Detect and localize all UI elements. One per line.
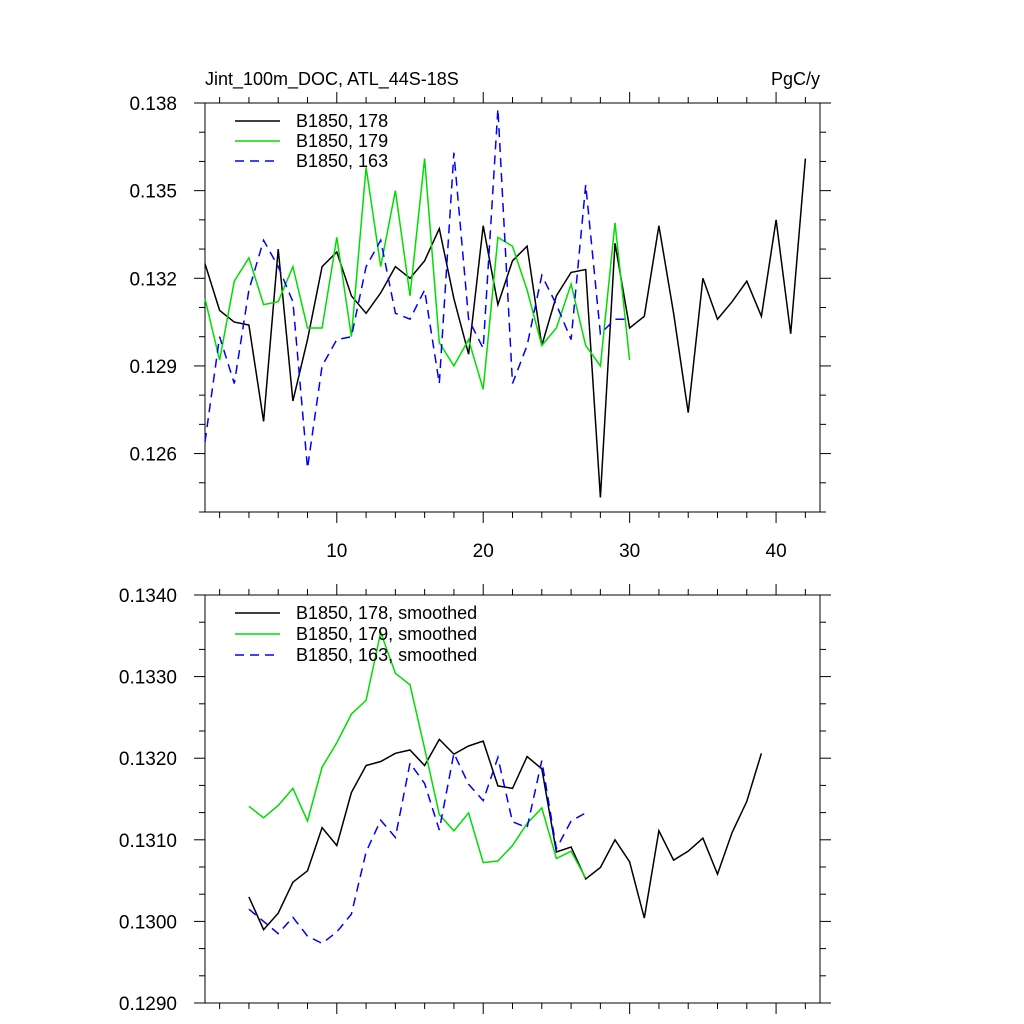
y-tick-label: 0.138 <box>129 94 177 115</box>
y-tick-label: 0.135 <box>129 182 177 203</box>
legend-label: B1850, 163 <box>296 151 388 171</box>
legend-label: B1850, 163, smoothed <box>296 645 477 665</box>
chart-units: PgC/y <box>771 69 820 89</box>
chart-title: Jint_100m_DOC, ATL_44S-18S <box>205 69 459 90</box>
x-tick-label: 10 <box>326 541 347 562</box>
series-line-2 <box>204 108 630 469</box>
series-line-1 <box>248 629 587 879</box>
y-tick-label: 0.1340 <box>119 586 177 607</box>
y-tick-label: 0.1330 <box>119 668 177 689</box>
y-tick-label: 0.1320 <box>119 749 177 770</box>
y-tick-label: 0.1290 <box>119 994 177 1015</box>
y-tick-label: 0.132 <box>129 269 177 290</box>
y-tick-label: 0.126 <box>129 445 177 466</box>
y-tick-label: 0.1300 <box>119 912 177 933</box>
x-tick-label: 30 <box>619 541 640 562</box>
x-tick-label: 20 <box>473 541 494 562</box>
legend-label: B1850, 179, smoothed <box>296 624 477 644</box>
y-tick-label: 0.1310 <box>119 831 177 852</box>
top-panel: Jint_100m_DOC, ATL_44S-18S PgC/y 0.126 0.12… <box>129 69 831 562</box>
series-line-0 <box>204 158 807 498</box>
legend-label: B1850, 179 <box>296 131 388 151</box>
legend-label: B1850, 178, smoothed <box>296 603 477 623</box>
bottom-panel: 0.1290 0.1300 0.1310 0.1320 0.1330 0.1340 B185… <box>119 584 831 1015</box>
series-line-1 <box>204 158 631 390</box>
legend-label: B1850, 178 <box>296 111 388 131</box>
series-line-2 <box>248 750 587 945</box>
y-tick-label: 0.129 <box>129 357 177 378</box>
x-tick-label: 40 <box>766 541 787 562</box>
series-line-0 <box>248 738 763 931</box>
